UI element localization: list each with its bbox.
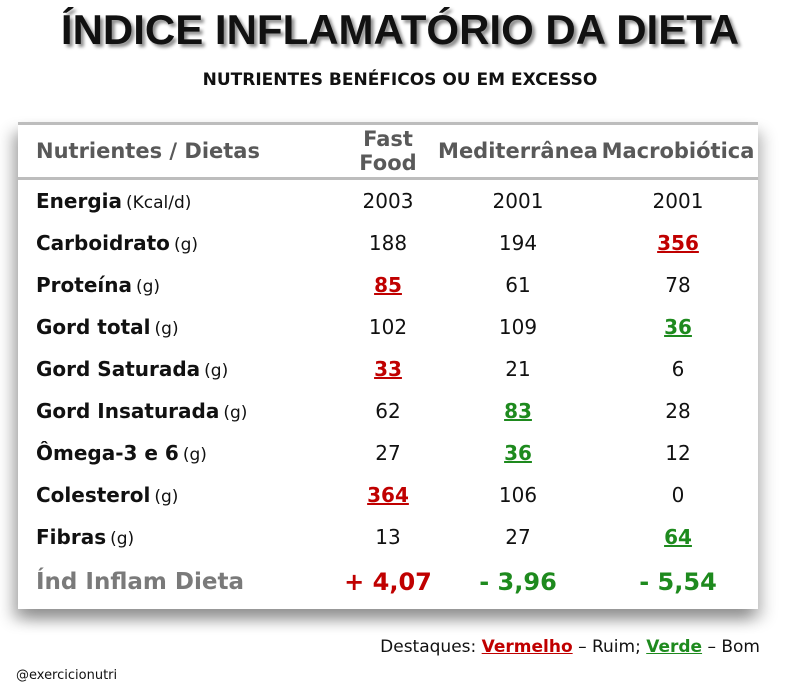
nutrient-name: Gord total: [36, 315, 151, 339]
legend-green-meaning: – Bom: [707, 637, 760, 657]
highlight-legend: Destaques: Vermelho – Ruim; Verde – Bom: [380, 637, 760, 657]
table-row: Proteína (g) 85 61 78: [18, 264, 758, 306]
value-cell: 0: [671, 483, 685, 507]
value-cell: 36: [504, 441, 532, 465]
nutrient-name: Proteína: [36, 273, 132, 297]
value-cell: 85: [374, 273, 402, 297]
nutrient-name: Carboidrato: [36, 231, 170, 255]
page-subtitle: NUTRIENTES BENÉFICOS OU EM EXCESSO: [202, 70, 598, 90]
legend-red-label: Vermelho: [481, 637, 573, 657]
total-label: Índ Inflam Dieta: [36, 569, 244, 595]
value-cell: 28: [665, 399, 691, 423]
nutrient-name-cell: Fibras (g): [18, 516, 338, 558]
header-fast-food: Fast Food: [338, 125, 438, 180]
nutrient-unit: (g): [154, 487, 179, 507]
value-cell: 6: [671, 357, 685, 381]
value-cell: 36: [664, 315, 692, 339]
nutrient-name: Colesterol: [36, 483, 151, 507]
total-row: Índ Inflam Dieta + 4,07 - 3,96 - 5,54: [18, 558, 758, 606]
value-cell: 27: [375, 441, 401, 465]
legend-prefix: Destaques:: [380, 637, 477, 657]
nutrient-unit: (g): [182, 445, 207, 465]
nutrient-table: Nutrientes / Dietas Fast Food Mediterrân…: [18, 125, 758, 606]
nutrient-name-cell: Energia (Kcal/d): [18, 179, 338, 223]
value-cell: 2003: [362, 189, 414, 213]
nutrient-name-cell: Proteína (g): [18, 264, 338, 306]
nutrient-table-card: Nutrientes / Dietas Fast Food Mediterrân…: [18, 122, 758, 609]
nutrient-unit: (g): [110, 529, 135, 549]
value-cell: 64: [664, 525, 692, 549]
table-row: Gord total (g) 102 109 36: [18, 306, 758, 348]
table-row: Fibras (g) 13 27 64: [18, 516, 758, 558]
value-cell: 83: [504, 399, 532, 423]
value-cell: 2001: [652, 189, 704, 213]
nutrient-name: Gord Insaturada: [36, 399, 220, 423]
value-cell: 194: [498, 231, 538, 255]
value-cell: 12: [665, 441, 691, 465]
header-macrobiotic: Macrobiótica: [598, 125, 758, 180]
legend-green-label: Verde: [646, 637, 703, 657]
author-handle: @exercicionutri: [16, 668, 118, 683]
value-cell: 109: [498, 315, 538, 339]
nutrient-name: Gord Saturada: [36, 357, 201, 381]
value-cell: 188: [368, 231, 408, 255]
table-row: Colesterol (g) 364 106 0: [18, 474, 758, 516]
total-value-cell: - 3,96: [479, 568, 557, 596]
value-cell: 27: [505, 525, 531, 549]
value-cell: 102: [368, 315, 408, 339]
nutrient-name-cell: Gord Saturada (g): [18, 348, 338, 390]
table-row: Gord Saturada (g) 33 21 6: [18, 348, 758, 390]
header-nutrients: Nutrientes / Dietas: [18, 125, 338, 180]
page-title: ÍNDICE INFLAMATÓRIO DA DIETA: [60, 6, 740, 53]
value-cell: 33: [374, 357, 402, 381]
nutrient-name: Fibras: [36, 525, 107, 549]
nutrient-name-cell: Gord total (g): [18, 306, 338, 348]
nutrient-unit: (g): [154, 319, 179, 339]
value-cell: 13: [375, 525, 401, 549]
nutrient-unit: (g): [223, 403, 248, 423]
nutrient-name-cell: Ômega-3 e 6 (g): [18, 432, 338, 474]
table-row: Gord Insaturada (g) 62 83 28: [18, 390, 758, 432]
table-row: Carboidrato (g) 188 194 356: [18, 222, 758, 264]
table-header-row: Nutrientes / Dietas Fast Food Mediterrân…: [18, 125, 758, 180]
value-cell: 106: [498, 483, 538, 507]
total-value-cell: + 4,07: [344, 568, 432, 596]
value-cell: 61: [505, 273, 531, 297]
nutrient-name-cell: Gord Insaturada (g): [18, 390, 338, 432]
header-mediterranean: Mediterrânea: [438, 125, 598, 180]
nutrient-unit: (g): [204, 361, 229, 381]
value-cell: 364: [367, 483, 409, 507]
value-cell: 21: [505, 357, 531, 381]
nutrient-name-cell: Colesterol (g): [18, 474, 338, 516]
value-cell: 356: [657, 231, 699, 255]
nutrient-unit: (g): [173, 235, 198, 255]
nutrient-name-cell: Carboidrato (g): [18, 222, 338, 264]
table-row: Energia (Kcal/d) 2003 2001 2001: [18, 179, 758, 223]
value-cell: 2001: [492, 189, 544, 213]
value-cell: 62: [375, 399, 401, 423]
table-body: Energia (Kcal/d) 2003 2001 2001 Carboidrato (g…: [18, 179, 758, 607]
legend-red-meaning: – Ruim;: [578, 637, 641, 657]
value-cell: 78: [665, 273, 691, 297]
total-value-cell: - 5,54: [639, 568, 717, 596]
nutrient-name: Energia: [36, 189, 122, 213]
nutrient-name: Ômega-3 e 6: [36, 441, 179, 465]
nutrient-unit: (Kcal/d): [126, 193, 192, 213]
table-row: Ômega-3 e 6 (g) 27 36 12: [18, 432, 758, 474]
nutrient-unit: (g): [135, 277, 161, 297]
